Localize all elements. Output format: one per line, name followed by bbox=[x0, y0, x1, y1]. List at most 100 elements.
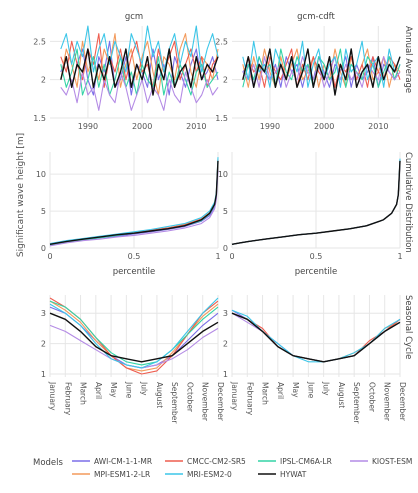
row-side-label: Annual Average bbox=[403, 26, 413, 93]
legend-label: HYWAT bbox=[280, 470, 307, 479]
y-tick-label: 2 bbox=[223, 76, 228, 85]
y-tick-label: 1.5 bbox=[33, 114, 46, 123]
y-tick-label: 10 bbox=[36, 170, 46, 179]
x-tick-label: September bbox=[170, 382, 179, 424]
legend-label: IPSL-CM6A-LR bbox=[280, 457, 332, 466]
series-line-mri-esm2-0 bbox=[231, 309, 401, 363]
x-tick-label: November bbox=[383, 382, 392, 422]
series-line-ipsl-cm6a-lr bbox=[49, 300, 219, 366]
panel-3: 0 5 10 0 0.5 1 percentile bbox=[36, 152, 221, 277]
legend-item-mri-esm2-0[interactable]: MRI-ESM2-0 bbox=[165, 470, 232, 479]
x-tick-label: 0.5 bbox=[310, 252, 323, 261]
legend-label: MPI-ESM1-2-LR bbox=[94, 470, 150, 479]
legend-item-mpi-esm1-2-lr[interactable]: MPI-ESM1-2-LR bbox=[72, 470, 150, 479]
x-tick-label: 2000 bbox=[314, 122, 334, 131]
x-tick-label: October bbox=[185, 382, 194, 413]
y-tick-label: 1.5 bbox=[215, 114, 228, 123]
series-line-mri-esm2-0 bbox=[242, 40, 401, 88]
y-tick-label: 2.5 bbox=[215, 37, 228, 46]
x-tick-label: 0.5 bbox=[128, 252, 141, 261]
x-tick-label: June bbox=[124, 381, 133, 399]
x-tick-label: 1 bbox=[215, 252, 220, 261]
legend: AWI-CM-1-1-MR CMCC-CM2-SR5 IPSL-CM6A-LR KIO… bbox=[72, 457, 412, 479]
x-tick-label: 1 bbox=[397, 252, 402, 261]
y-tick-label: 3 bbox=[223, 309, 228, 318]
series-line-hywat bbox=[60, 48, 219, 96]
x-tick-label: May bbox=[291, 382, 300, 398]
panel-6: 1 2 3 January February March April May June July A… bbox=[223, 295, 413, 424]
x-tick-label: 1990 bbox=[260, 122, 280, 131]
y-tick-label: 2.5 bbox=[33, 37, 46, 46]
y-tick-label: 2 bbox=[41, 340, 46, 349]
series-line-cmcc-cm2-sr5 bbox=[231, 312, 401, 363]
x-tick-label: April bbox=[276, 382, 285, 399]
series-line-hywat bbox=[231, 160, 401, 245]
x-tick-label: August bbox=[155, 382, 164, 408]
y-tick-label: 5 bbox=[41, 207, 46, 216]
legend-label: CMCC-CM2-SR5 bbox=[187, 457, 246, 466]
series-line-hywat bbox=[49, 160, 219, 245]
y-tick-label: 2 bbox=[41, 76, 46, 85]
panel-title: gcm-cdft bbox=[297, 12, 335, 22]
y-tick-label: 10 bbox=[218, 170, 228, 179]
series-line-hywat bbox=[242, 48, 401, 96]
x-tick-label: February bbox=[63, 382, 72, 416]
x-tick-label: August bbox=[337, 382, 346, 408]
series-line-mri-esm2-0 bbox=[49, 157, 219, 245]
x-tick-label: July bbox=[322, 381, 331, 396]
y-tick-label: 3 bbox=[41, 309, 46, 318]
legend-item-hywat[interactable]: HYWAT bbox=[258, 470, 307, 479]
y-tick-label: 0 bbox=[223, 244, 228, 253]
row-side-label: Cumulative Distribution bbox=[403, 152, 413, 253]
x-tick-label: October bbox=[367, 382, 376, 413]
x-tick-label: January bbox=[48, 381, 57, 411]
shared-y-axis-label: Significant wave height [m] bbox=[16, 133, 26, 257]
x-axis-label: percentile bbox=[295, 267, 338, 277]
x-tick-label: 2010 bbox=[368, 122, 388, 131]
series-line-hywat bbox=[49, 312, 219, 363]
series-line-mpi-esm1-2-lr bbox=[60, 33, 219, 96]
x-tick-label: December bbox=[398, 382, 407, 422]
panel-1: 1.5 2 2.5 1990 2000 2010 gcm bbox=[33, 12, 219, 131]
x-tick-label: 0 bbox=[229, 252, 234, 261]
x-tick-label: July bbox=[140, 381, 149, 396]
x-tick-label: January bbox=[230, 381, 239, 411]
legend-item-awi-cm-1-1-mr[interactable]: AWI-CM-1-1-MR bbox=[72, 457, 152, 466]
x-tick-label: 1990 bbox=[78, 122, 98, 131]
y-tick-label: 0 bbox=[41, 244, 46, 253]
x-tick-label: September bbox=[352, 382, 361, 424]
series-line-kiost-esm bbox=[60, 71, 219, 111]
x-tick-label: 2000 bbox=[132, 122, 152, 131]
x-tick-label: June bbox=[306, 381, 315, 399]
y-tick-label: 2 bbox=[223, 340, 228, 349]
x-tick-label: December bbox=[216, 382, 225, 422]
panel-4: 0 5 10 0 0.5 1 percentile Cumulative Distributi… bbox=[218, 152, 413, 277]
x-tick-label: November bbox=[201, 382, 210, 422]
x-tick-label: 0 bbox=[47, 252, 52, 261]
series-line-kiost-esm bbox=[242, 56, 401, 88]
series-line-kiost-esm bbox=[49, 170, 219, 247]
legend-label: AWI-CM-1-1-MR bbox=[94, 457, 152, 466]
y-tick-label: 5 bbox=[223, 207, 228, 216]
legend-item-cmcc-cm2-sr5[interactable]: CMCC-CM2-SR5 bbox=[165, 457, 246, 466]
row-side-label: Seasonal Cycle bbox=[403, 295, 413, 359]
x-axis-label: percentile bbox=[113, 267, 156, 277]
x-tick-label: February bbox=[245, 382, 254, 416]
series-line-awi-cm-1-1-mr bbox=[231, 309, 401, 363]
series-line-mri-esm2-0 bbox=[60, 25, 219, 73]
x-tick-label: May bbox=[109, 382, 118, 398]
x-tick-label: April bbox=[94, 382, 103, 399]
legend-title: Models bbox=[33, 458, 64, 468]
x-tick-label: March bbox=[261, 382, 270, 405]
panel-2: 1.5 2 2.5 1990 2000 2010 gcm-cdft Annual Averag… bbox=[215, 12, 413, 131]
series-line-kiost-esm bbox=[49, 324, 219, 369]
legend-item-kiost-esm[interactable]: KIOST-ESM bbox=[350, 457, 412, 466]
y-tick-label: 1 bbox=[223, 370, 228, 379]
series-line-ipsl-cm6a-lr bbox=[242, 48, 401, 88]
legend-item-ipsl-cm6a-lr[interactable]: IPSL-CM6A-LR bbox=[258, 457, 332, 466]
x-tick-label: 2010 bbox=[186, 122, 206, 131]
panel-5: 1 2 3 January February March April May June July A… bbox=[41, 295, 225, 424]
